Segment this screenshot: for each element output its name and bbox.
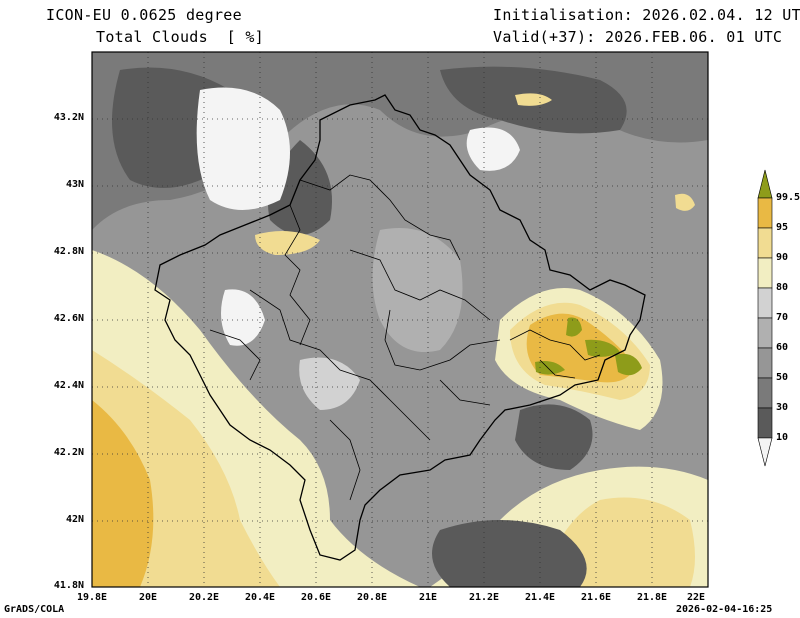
colorbar-label: 10 [776,432,789,443]
colorbar [757,169,773,467]
colorbar-label: 95 [776,222,789,233]
lat-tick: 42.8N [53,246,84,257]
lon-tick: 20.4E [244,592,276,603]
country-borders [154,94,646,561]
lon-tick: 21.8E [636,592,668,603]
variable-title: Total Clouds [ %] [96,28,264,46]
lon-tick: 21.2E [468,592,500,603]
lat-tick: 42.2N [53,447,84,458]
footer-credit: GrADS/COLA [4,604,65,615]
variable-unit: [ %] [226,28,264,46]
lat-tick: 41.8N [53,580,84,591]
lon-tick: 21.6E [580,592,612,603]
colorbar-label: 50 [776,372,789,383]
lon-tick: 20E [138,592,158,603]
model-title: ICON-EU 0.0625 degree [46,6,242,24]
lat-tick: 42N [65,514,84,525]
lat-tick: 43N [65,179,84,190]
lon-tick: 21E [418,592,438,603]
lat-tick: 42.6N [53,313,84,324]
admin-borders [209,174,601,501]
colorbar-label: 90 [776,252,789,263]
lat-tick: 42.4N [53,380,84,391]
lon-tick: 20.6E [300,592,332,603]
cloud-field [92,52,708,587]
plot-frame [91,51,709,588]
lon-tick: 20.2E [188,592,220,603]
variable-name: Total Clouds [96,28,208,46]
colorbar-label: 99.5 [776,192,800,203]
lon-tick: 19.8E [76,592,108,603]
lon-tick: 20.8E [356,592,388,603]
colorbar-label: 30 [776,402,789,413]
footer-timestamp: 2026-02-04-16:25 [676,604,773,615]
init-time: Initialisation: 2026.02.04. 12 UTC [493,6,800,24]
colorbar-label: 60 [776,342,789,353]
colorbar-label: 80 [776,282,789,293]
colorbar-label: 70 [776,312,789,323]
valid-time: Valid(+37): 2026.FEB.06. 01 UTC [493,28,783,46]
lat-tick: 43.2N [53,112,84,123]
lon-tick: 21.4E [524,592,556,603]
lon-tick: 22E [686,592,706,603]
